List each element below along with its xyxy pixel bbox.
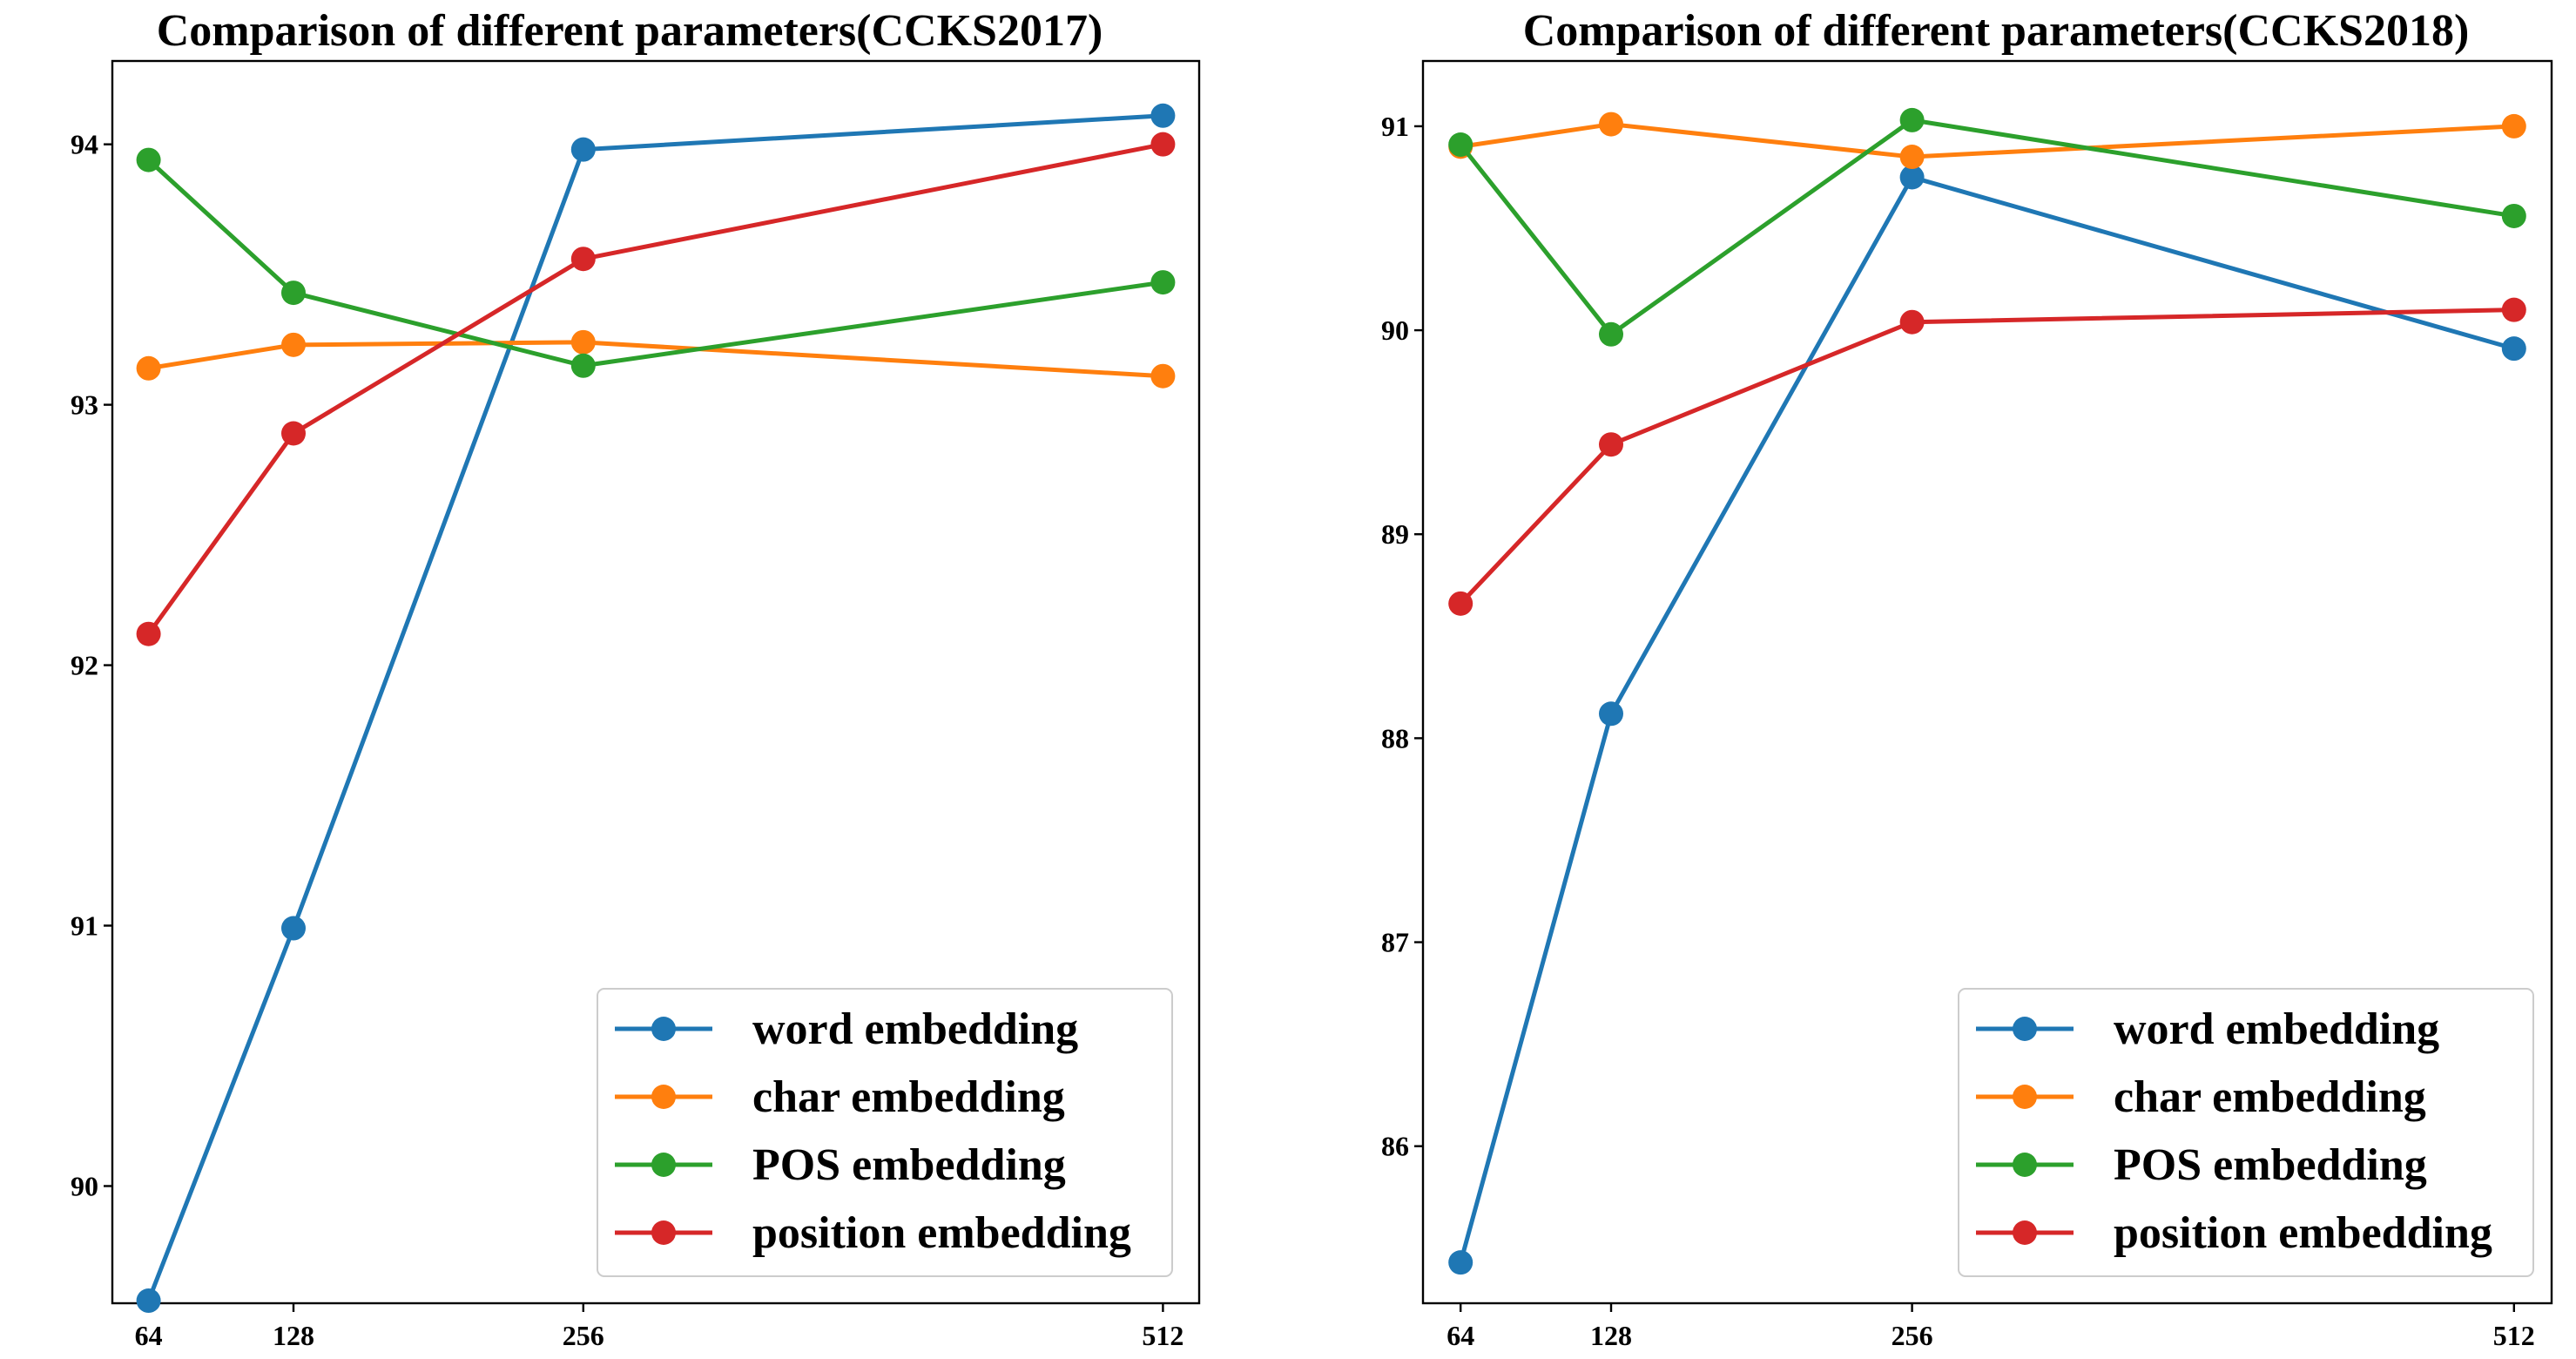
- x-tick-label: 64: [135, 1320, 163, 1351]
- chart-panel-1: Comparison of different parameters(CCKS2…: [71, 6, 1201, 1351]
- legend-label-char-embedding: char embedding: [2114, 1072, 2426, 1122]
- legend-label-position-embedding: position embedding: [2114, 1208, 2492, 1258]
- x-tick-label: 256: [563, 1320, 604, 1351]
- data-point-char-embedding: [2501, 113, 2526, 139]
- y-tick-label: 93: [71, 389, 98, 421]
- chart-title: Comparison of different parameters(CCKS2…: [1523, 6, 2470, 56]
- data-point-pos-embedding: [1448, 132, 1473, 158]
- series-line-char-embedding: [1460, 122, 2514, 159]
- series-line-char-embedding: [148, 340, 1163, 379]
- legend: word embedding char embedding POS embeddin…: [1958, 988, 2534, 1277]
- data-point-position-embedding: [1899, 309, 1925, 335]
- legend-box: [597, 988, 1173, 1277]
- y-tick-label: 91: [1381, 111, 1409, 142]
- x-tick-label: 128: [1590, 1320, 1632, 1351]
- data-point-pos-embedding: [1150, 270, 1176, 295]
- y-tick-label: 87: [1381, 927, 1409, 958]
- x-tick-label: 256: [1892, 1320, 1933, 1351]
- data-point-position-embedding: [1599, 432, 1623, 457]
- series-pos-embedding: [1448, 107, 2526, 347]
- y-tick-label: 89: [1381, 518, 1409, 550]
- data-point-char-embedding: [136, 355, 161, 381]
- data-point-word-embedding: [281, 916, 306, 941]
- data-point-position-embedding: [570, 247, 596, 272]
- data-point-word-embedding: [1150, 103, 1176, 128]
- data-point-word-embedding: [570, 137, 596, 162]
- legend-marker-char-embedding: [2013, 1085, 2037, 1109]
- data-point-position-embedding: [281, 421, 306, 446]
- legend-label-char-embedding: char embedding: [752, 1072, 1065, 1122]
- series-line-word-embedding: [1458, 174, 2515, 1263]
- legend-marker-position-embedding: [2013, 1220, 2037, 1245]
- data-point-position-embedding: [1448, 591, 1473, 616]
- x-tick-label: 512: [2493, 1320, 2535, 1351]
- chart-title: Comparison of different parameters(CCKS2…: [157, 6, 1103, 56]
- series-line-pos-embedding: [146, 158, 1163, 368]
- data-point-position-embedding: [2501, 297, 2526, 322]
- data-point-word-embedding: [1899, 165, 1925, 190]
- series-word-embedding: [136, 103, 1176, 1314]
- series-char-embedding: [136, 329, 1176, 389]
- series-position-embedding: [1448, 297, 2526, 616]
- plot-frame: [111, 59, 1201, 1305]
- data-point-pos-embedding: [1599, 321, 1623, 347]
- x-tick-label: 512: [1142, 1320, 1183, 1351]
- series-position-embedding: [136, 132, 1176, 646]
- y-tick-label: 94: [71, 129, 98, 160]
- legend-marker-position-embedding: [651, 1220, 676, 1245]
- chart-panel-2: Comparison of different parameters(CCKS2…: [1381, 6, 2553, 1351]
- legend-label-word-embedding: word embedding: [2114, 1004, 2439, 1054]
- legend-marker-pos-embedding: [2013, 1153, 2037, 1177]
- series-line-word-embedding: [146, 113, 1163, 1302]
- legend-label-pos-embedding: POS embedding: [752, 1140, 1066, 1190]
- y-tick-label: 90: [1381, 314, 1409, 346]
- legend-marker-word-embedding: [651, 1017, 676, 1041]
- x-tick-label: 128: [273, 1320, 314, 1351]
- y-tick-label: 86: [1381, 1131, 1409, 1162]
- data-point-pos-embedding: [281, 281, 306, 306]
- legend-box: [1958, 988, 2534, 1277]
- plot-frame: [1421, 59, 2553, 1305]
- y-tick-label: 88: [1381, 722, 1409, 754]
- series-line-pos-embedding: [1459, 118, 2515, 338]
- data-point-char-embedding: [1599, 112, 1623, 137]
- data-point-word-embedding: [2501, 336, 2526, 362]
- legend: word embedding char embedding POS embeddin…: [597, 988, 1173, 1277]
- data-point-char-embedding: [570, 329, 596, 355]
- legend-marker-word-embedding: [2013, 1017, 2037, 1041]
- legend-marker-pos-embedding: [651, 1153, 676, 1177]
- y-tick-label: 91: [71, 910, 98, 942]
- data-point-pos-embedding: [1899, 107, 1925, 132]
- data-point-char-embedding: [281, 332, 306, 357]
- data-point-word-embedding: [1448, 1250, 1473, 1275]
- data-point-position-embedding: [1150, 132, 1176, 157]
- legend-label-pos-embedding: POS embedding: [2114, 1140, 2427, 1190]
- legend-marker-char-embedding: [651, 1085, 676, 1109]
- series-word-embedding: [1448, 165, 2526, 1275]
- x-tick-label: 64: [1446, 1320, 1474, 1351]
- data-point-pos-embedding: [136, 147, 161, 172]
- data-point-word-embedding: [136, 1288, 161, 1314]
- data-point-pos-embedding: [570, 353, 596, 378]
- legend-label-position-embedding: position embedding: [752, 1208, 1131, 1258]
- series-line-position-embedding: [1459, 308, 2514, 605]
- data-point-char-embedding: [1899, 145, 1925, 170]
- y-tick-label: 90: [71, 1170, 98, 1201]
- data-point-position-embedding: [136, 621, 161, 646]
- data-point-char-embedding: [1150, 363, 1176, 389]
- series-line-position-embedding: [146, 142, 1163, 636]
- series-pos-embedding: [136, 147, 1176, 378]
- y-tick-label: 92: [71, 650, 98, 681]
- data-point-word-embedding: [1599, 701, 1623, 727]
- series-char-embedding: [1448, 112, 2526, 170]
- legend-label-word-embedding: word embedding: [752, 1004, 1078, 1054]
- data-point-pos-embedding: [2501, 203, 2526, 228]
